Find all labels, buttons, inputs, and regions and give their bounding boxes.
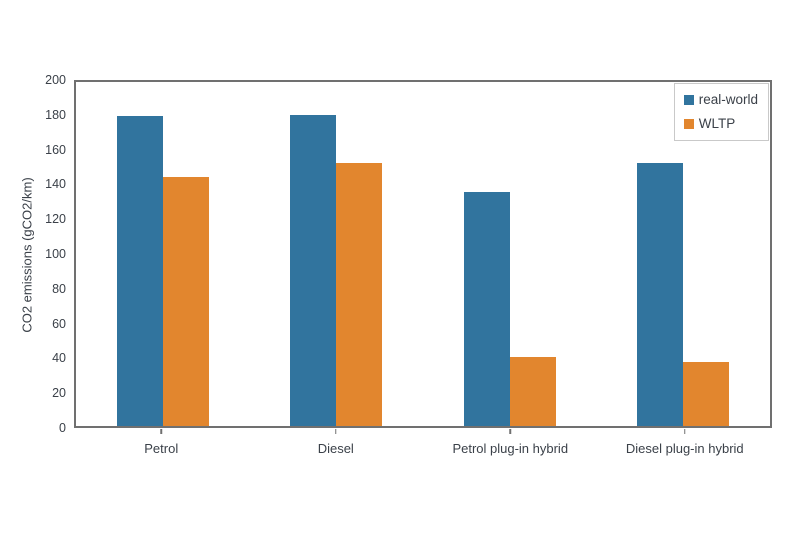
- legend-label: real-world: [698, 92, 758, 107]
- x-tick-mark: [684, 429, 686, 434]
- bar-groups: [76, 82, 770, 426]
- bar-real-world: [116, 116, 163, 426]
- x-tick-mark: [335, 429, 337, 434]
- x-category-label: Petrol: [144, 441, 179, 456]
- y-tick-label: 180: [45, 107, 66, 122]
- x-category-label: Diesel: [317, 441, 354, 456]
- bar-wltp: [683, 362, 730, 426]
- x-category-label: Diesel plug-in hybrid: [625, 441, 744, 456]
- legend-entry: WLTP: [683, 116, 758, 131]
- x-axis: Petrol Diesel Petrol plug-in hybrid Diesel …: [74, 428, 772, 456]
- bar-real-world: [637, 162, 684, 426]
- legend-entry: real-world: [683, 92, 758, 107]
- y-tick-label: 40: [52, 351, 66, 366]
- bar-wltp: [336, 162, 383, 426]
- bar-wltp: [509, 357, 556, 426]
- bar-real-world: [290, 114, 337, 426]
- bar-group: [250, 82, 424, 426]
- bar-real-world: [463, 192, 510, 426]
- x-tick-mark: [160, 429, 162, 434]
- y-tick-label: 80: [52, 281, 66, 296]
- y-tick-label: 160: [45, 142, 66, 157]
- legend-swatch-icon: [683, 118, 694, 129]
- x-axis-labels: Petrol Diesel Petrol plug-in hybrid Diesel …: [74, 428, 772, 456]
- y-axis-tick-labels: 0 20 40 60 80 100 120 140 160 180 200: [0, 73, 66, 435]
- legend-swatch-icon: [683, 94, 694, 105]
- legend: real-world WLTP: [673, 83, 769, 141]
- bar-group: [76, 82, 250, 426]
- bar-group: [423, 82, 597, 426]
- plot-area: real-world WLTP: [74, 80, 772, 428]
- y-tick-label: 200: [45, 73, 66, 87]
- y-tick-label: 140: [45, 177, 66, 192]
- bar-wltp: [162, 176, 209, 426]
- x-category-label: Petrol plug-in hybrid: [452, 441, 569, 456]
- y-tick-label: 20: [52, 386, 66, 401]
- y-tick-label: 60: [52, 316, 66, 331]
- bar-group: [597, 82, 771, 426]
- x-tick-mark: [509, 429, 511, 434]
- y-tick-label: 120: [45, 212, 66, 227]
- legend-label: WLTP: [698, 116, 736, 131]
- y-tick-label: 0: [59, 421, 66, 435]
- y-tick-label: 100: [45, 247, 66, 261]
